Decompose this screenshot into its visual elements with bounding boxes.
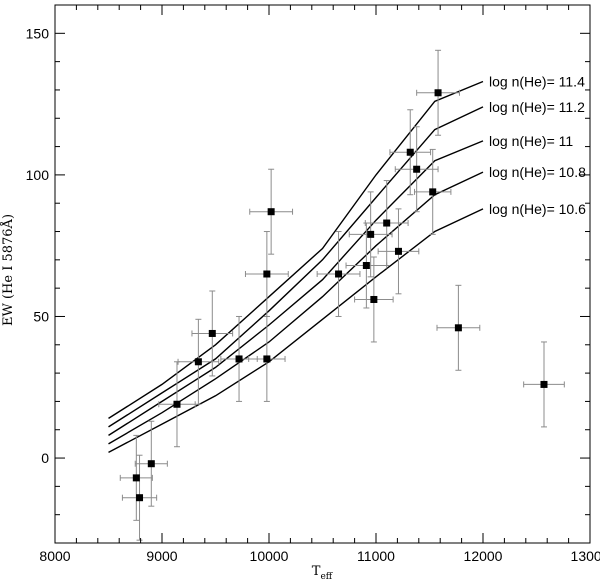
data-point <box>267 208 275 216</box>
data-point <box>136 494 144 502</box>
data-point <box>434 89 442 97</box>
data-point <box>540 380 548 388</box>
x-axis-title-subscript: eff <box>320 572 332 582</box>
data-point <box>132 474 140 482</box>
model-curves <box>108 80 484 454</box>
data-point <box>263 270 271 278</box>
y-tick-label: 100 <box>26 167 50 183</box>
x-axis-title: Teff <box>312 564 333 582</box>
data-point <box>394 247 402 255</box>
data-point <box>413 165 421 173</box>
curve-label: log n(He)= 10.6 <box>489 201 586 217</box>
data-point <box>263 355 271 363</box>
data-point <box>429 188 437 196</box>
data-point <box>367 230 375 238</box>
y-tick-label: 0 <box>41 450 49 466</box>
data-point <box>194 358 202 366</box>
x-tick-label: 8000 <box>39 548 70 564</box>
error-bars <box>119 49 565 541</box>
model-curve <box>108 80 484 419</box>
data-point <box>208 329 216 337</box>
x-tick-label: 12000 <box>464 548 503 564</box>
plot-frame <box>54 4 591 544</box>
data-point <box>406 148 414 156</box>
y-axis-title: EW (He I 5876Å) <box>0 214 16 326</box>
data-point <box>362 262 370 270</box>
data-point <box>335 270 343 278</box>
model-curve <box>108 171 484 445</box>
data-point <box>235 355 243 363</box>
curve-label: log n(He)= 11.2 <box>489 99 585 115</box>
curve-label: log n(He)= 11 <box>489 133 573 149</box>
data-point <box>147 460 155 468</box>
model-curve <box>108 140 484 436</box>
curve-label: log n(He)= 11.4 <box>489 74 585 90</box>
curve-labels: log n(He)= 11.4 log n(He)= 11.2 log n(He)=… <box>489 74 586 217</box>
curve-label: log n(He)= 10.8 <box>489 164 586 180</box>
x-tick-label: 11000 <box>357 548 395 564</box>
data-points <box>132 89 548 502</box>
y-tick-label: 50 <box>33 308 49 324</box>
data-point <box>383 219 391 227</box>
x-tick-label: 10000 <box>250 548 289 564</box>
y-tick-label: 150 <box>26 25 50 41</box>
model-curve <box>108 208 484 454</box>
data-point <box>173 400 181 408</box>
model-curve <box>108 106 484 428</box>
data-point <box>454 324 462 332</box>
data-point <box>370 295 378 303</box>
x-tick-label: 9000 <box>146 548 177 564</box>
